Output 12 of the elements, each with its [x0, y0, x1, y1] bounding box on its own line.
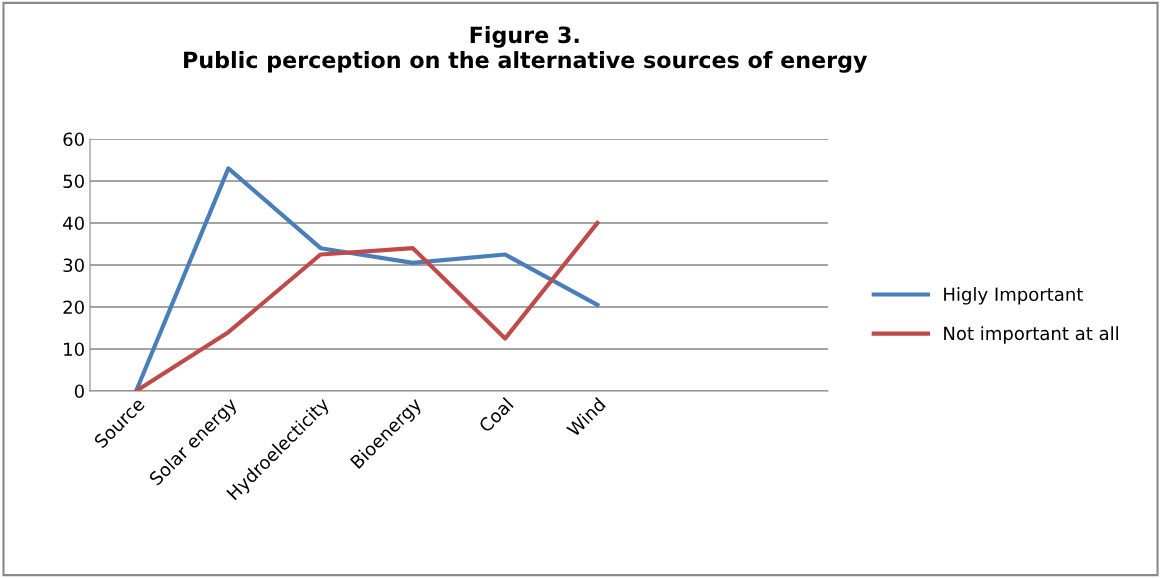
y-tick-label: 30 [63, 258, 84, 273]
line-series [134, 220, 600, 391]
y-tick-label: 60 [63, 132, 84, 147]
line-series [134, 166, 600, 391]
y-tick-label: 40 [63, 216, 84, 231]
chart-title: Figure 3. Public perception on the alternative sources of energy [184, 26, 868, 73]
legend-label: Not important at all [944, 326, 1118, 344]
y-tick-label: 50 [63, 174, 84, 189]
y-tick-label: 20 [63, 300, 84, 315]
legend-label: Higly Important [944, 287, 1083, 305]
y-tick-label: 0 [74, 384, 84, 399]
y-tick-label: 10 [64, 342, 84, 357]
